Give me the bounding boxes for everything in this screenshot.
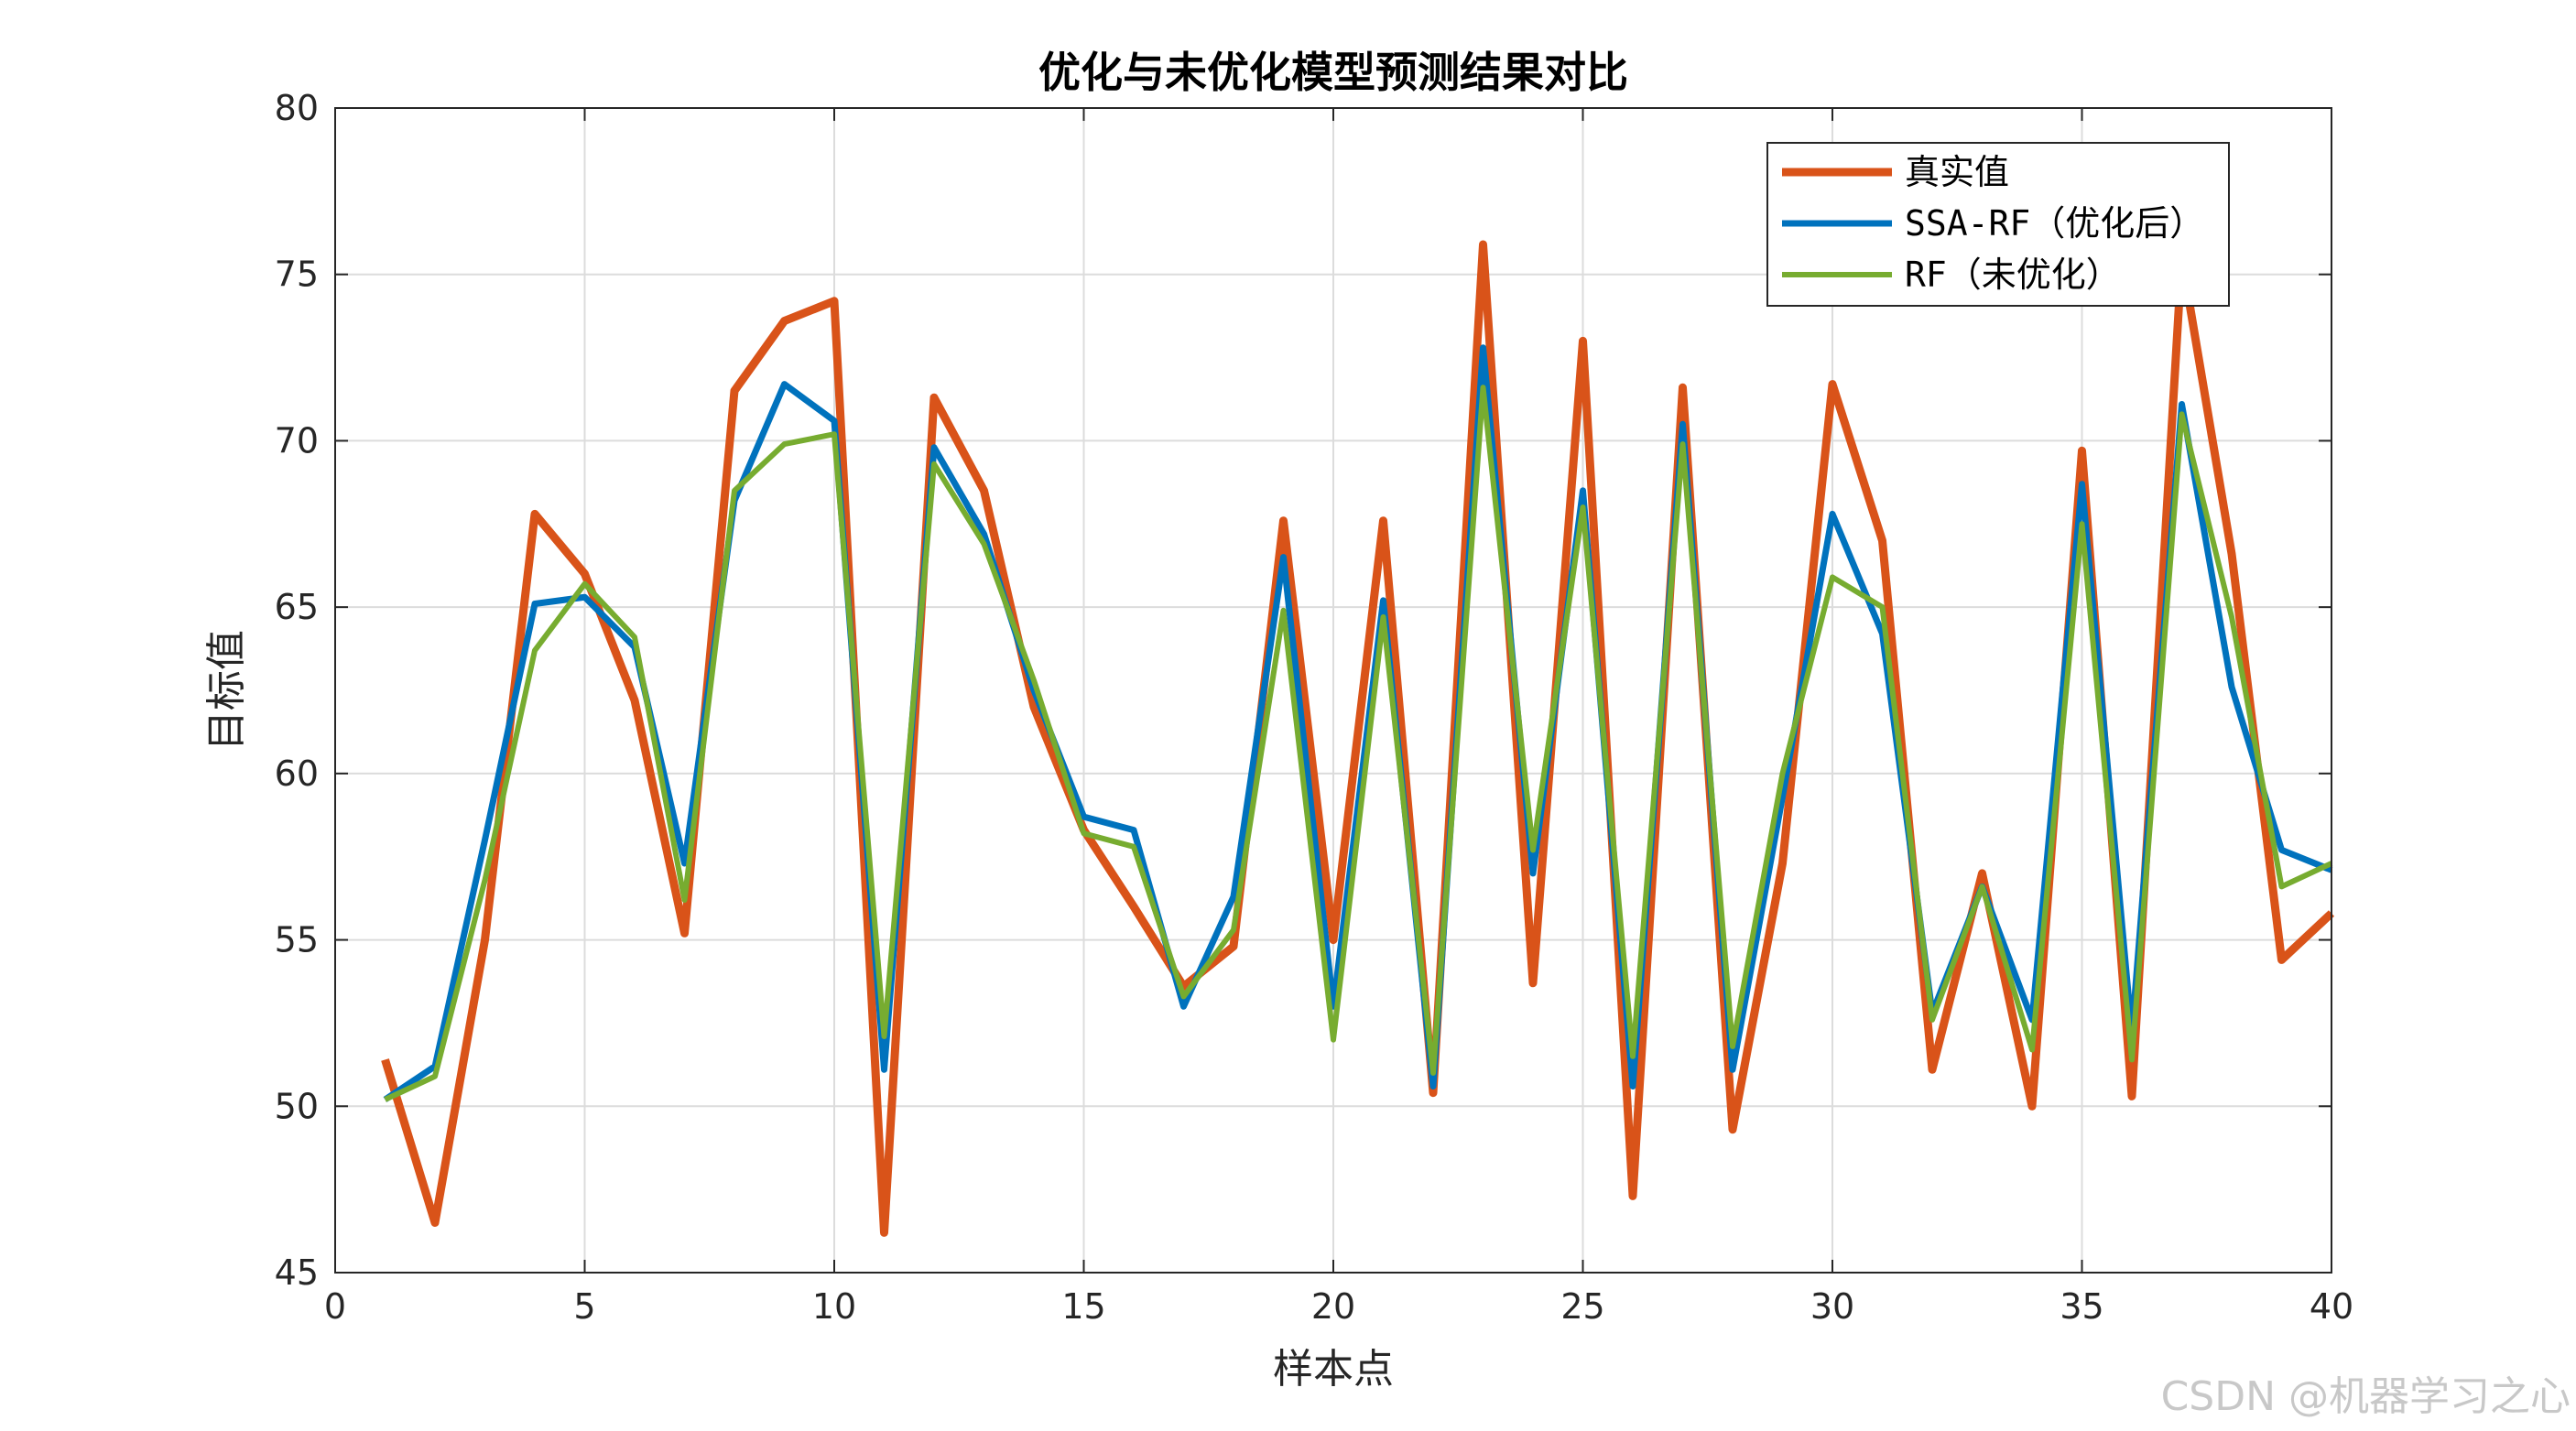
y-tick-label: 50 [275, 1086, 319, 1126]
x-tick-label: 15 [1061, 1286, 1105, 1327]
legend-entry-2: SSA-RF（优化后） [1905, 203, 2204, 244]
watermark: CSDN @机器学习之心 [2160, 1373, 2571, 1420]
y-tick-label: 80 [275, 88, 319, 128]
x-tick-label: 25 [1560, 1286, 1604, 1327]
series-line-3 [384, 385, 2333, 1102]
series-lines [381, 240, 2335, 1237]
x-axis-label: 样本点 [1273, 1346, 1394, 1393]
legend-entry-3: RF（未优化） [1905, 255, 2121, 295]
tick-labels: 0 5 10 15 20 25 30 35 40 45 50 55 60 65 70 75 80 [275, 88, 2354, 1327]
x-tick-label: 40 [2310, 1286, 2353, 1327]
x-tick-label: 20 [1311, 1286, 1355, 1327]
x-tick-label: 10 [812, 1286, 856, 1327]
y-tick-label: 75 [275, 255, 319, 295]
legend-entry-1: 真实值 [1905, 152, 2009, 192]
y-tick-label: 70 [275, 420, 319, 461]
legend: 真实值 SSA-RF（优化后） RF（未优化） [1766, 142, 2230, 307]
y-tick-label: 65 [275, 587, 319, 627]
y-axis-label: 目标值 [203, 630, 250, 751]
x-tick-label: 0 [324, 1286, 346, 1327]
y-tick-label: 45 [275, 1252, 319, 1293]
x-tick-label: 35 [2060, 1286, 2103, 1327]
x-tick-label: 30 [1810, 1286, 1854, 1327]
y-tick-label: 60 [275, 753, 319, 794]
x-tick-label: 5 [573, 1286, 595, 1327]
y-tick-label: 55 [275, 920, 319, 960]
chart-title: 优化与未优化模型预测结果对比 [1038, 48, 1628, 97]
